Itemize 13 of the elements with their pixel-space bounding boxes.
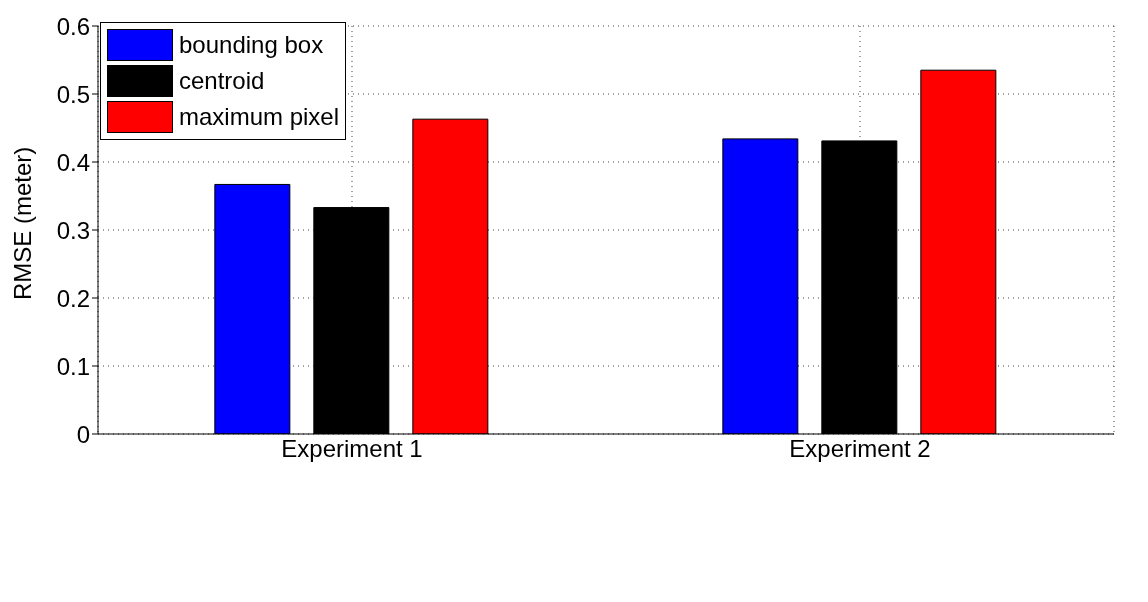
y-tick-label: 0.2 [56,284,90,312]
legend-label: maximum pixel [179,103,340,131]
x-tick-label: Experiment 1 [281,435,423,463]
y-tick-label: 0 [76,420,90,448]
y-tick-label: 0.6 [56,12,90,40]
y-tick-label: 0.3 [56,216,90,244]
legend-label: bounding box [179,31,324,59]
x-tick-label: Experiment 2 [789,435,931,463]
y-tick-label: 0.1 [56,352,90,380]
y-tick-label: 0.4 [56,148,90,176]
y-tick-label: 0.5 [56,80,90,108]
y-axis-title: RMSE (meter) [8,146,36,300]
legend-label: centroid [179,67,265,95]
